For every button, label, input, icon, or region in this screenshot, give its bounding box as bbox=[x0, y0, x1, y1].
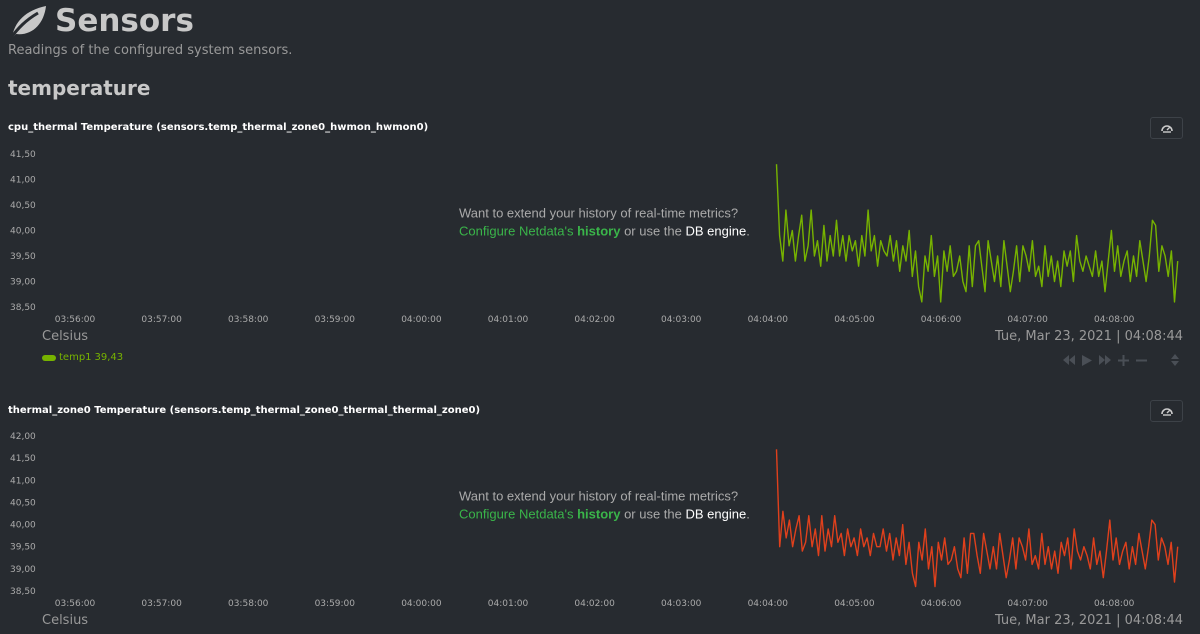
x-tick-label: 04:04:00 bbox=[748, 599, 789, 609]
page-title: Sensors bbox=[55, 3, 194, 39]
y-tick-label: 40,50 bbox=[10, 498, 36, 508]
chart-units: Celsius bbox=[42, 613, 89, 628]
rewind-icon bbox=[1063, 355, 1075, 365]
x-tick-label: 04:06:00 bbox=[921, 315, 962, 325]
x-tick-label: 04:03:00 bbox=[661, 315, 702, 325]
chart-plot[interactable]: 41,50 41,00 40,50 40,00 39,50 39,00 38,50 03:56… bbox=[0, 137, 1200, 352]
history-message-line2[interactable]: Configure Netdata's history or use the D… bbox=[459, 224, 750, 239]
minus-icon bbox=[1135, 359, 1147, 361]
chart-toolbar bbox=[1062, 353, 1182, 367]
zoom-out-button[interactable] bbox=[1134, 353, 1148, 367]
y-tick-label: 41,50 bbox=[10, 150, 36, 160]
chart-thermal-zone0: thermal_zone0 Temperature (sensors.temp_… bbox=[0, 395, 1200, 634]
y-tick-label: 39,00 bbox=[10, 565, 36, 575]
x-tick-label: 04:08:00 bbox=[1094, 599, 1135, 609]
play-icon bbox=[1082, 354, 1092, 366]
page-subtitle: Readings of the configured system sensor… bbox=[8, 43, 293, 58]
x-tick-label: 04:05:00 bbox=[834, 315, 875, 325]
chart-plot[interactable]: 42,00 41,50 41,00 40,50 40,00 39,50 39,00 38,50… bbox=[0, 420, 1200, 634]
x-tick-label: 04:07:00 bbox=[1007, 599, 1048, 609]
x-tick-label: 03:56:00 bbox=[55, 315, 96, 325]
x-tick-label: 03:57:00 bbox=[141, 315, 182, 325]
y-tick-label: 40,00 bbox=[10, 521, 36, 531]
chart-timestamp: Tue, Mar 23, 2021 | 04:08:44 bbox=[994, 329, 1183, 344]
x-tick-label: 03:59:00 bbox=[315, 599, 356, 609]
chart-title: cpu_thermal Temperature (sensors.temp_th… bbox=[8, 122, 429, 133]
resize-handle[interactable] bbox=[1168, 353, 1182, 367]
x-tick-label: 04:04:00 bbox=[748, 315, 789, 325]
series-line-temp1 bbox=[775, 449, 1179, 588]
chart-timestamp: Tue, Mar 23, 2021 | 04:08:44 bbox=[994, 613, 1183, 628]
legend-item-temp1[interactable]: temp1 39,43 bbox=[42, 352, 123, 363]
y-tick-label: 41,00 bbox=[10, 176, 36, 186]
pan-right-button[interactable] bbox=[1098, 353, 1112, 367]
series-line-temp1 bbox=[775, 164, 1179, 303]
x-tick-label: 04:02:00 bbox=[574, 315, 615, 325]
x-tick-label: 04:00:00 bbox=[401, 599, 442, 609]
gauge-icon bbox=[1160, 408, 1173, 416]
zoom-in-button[interactable] bbox=[1116, 353, 1130, 367]
x-tick-label: 04:06:00 bbox=[921, 599, 962, 609]
y-tick-label: 40,50 bbox=[10, 201, 36, 211]
x-tick-label: 03:58:00 bbox=[228, 599, 269, 609]
y-tick-label: 39,50 bbox=[10, 543, 36, 553]
y-tick-label: 39,50 bbox=[10, 252, 36, 262]
legend-name: temp1 bbox=[59, 352, 92, 363]
x-tick-label: 04:03:00 bbox=[661, 599, 702, 609]
gauge-icon bbox=[1160, 125, 1173, 133]
y-tick-label: 41,50 bbox=[10, 454, 36, 464]
legend-swatch bbox=[42, 354, 56, 361]
y-tick-label: 40,00 bbox=[10, 227, 36, 237]
chart-settings-button[interactable] bbox=[1150, 117, 1183, 139]
y-tick-label: 38,50 bbox=[10, 587, 36, 597]
y-tick-label: 38,50 bbox=[10, 303, 36, 313]
history-message-line1: Want to extend your history of real-time… bbox=[459, 489, 738, 504]
leaf-icon bbox=[8, 6, 46, 40]
x-tick-label: 04:01:00 bbox=[488, 599, 529, 609]
x-tick-label: 03:56:00 bbox=[55, 599, 96, 609]
pan-left-button[interactable] bbox=[1062, 353, 1076, 367]
history-message: Want to extend your history of real-time… bbox=[459, 489, 750, 522]
history-message-line2[interactable]: Configure Netdata's history or use the D… bbox=[459, 507, 750, 522]
x-tick-label: 04:05:00 bbox=[834, 599, 875, 609]
fast-forward-icon bbox=[1099, 355, 1111, 365]
chart-units: Celsius bbox=[42, 329, 89, 344]
x-tick-label: 04:00:00 bbox=[401, 315, 442, 325]
history-message-line1: Want to extend your history of real-time… bbox=[459, 206, 738, 221]
chart-cpu-thermal: cpu_thermal Temperature (sensors.temp_th… bbox=[0, 112, 1200, 382]
x-tick-label: 04:01:00 bbox=[488, 315, 529, 325]
plus-icon bbox=[1117, 354, 1129, 366]
y-tick-label: 42,00 bbox=[10, 432, 36, 442]
legend-value: 39,43 bbox=[94, 352, 124, 363]
y-tick-label: 39,00 bbox=[10, 278, 36, 288]
x-tick-label: 03:59:00 bbox=[315, 315, 356, 325]
history-message: Want to extend your history of real-time… bbox=[459, 206, 750, 239]
play-button[interactable] bbox=[1080, 353, 1094, 367]
x-tick-label: 03:57:00 bbox=[141, 599, 182, 609]
x-tick-label: 04:07:00 bbox=[1007, 315, 1048, 325]
chart-title: thermal_zone0 Temperature (sensors.temp_… bbox=[8, 405, 481, 416]
x-tick-label: 03:58:00 bbox=[228, 315, 269, 325]
x-tick-label: 04:02:00 bbox=[574, 599, 615, 609]
x-tick-label: 04:08:00 bbox=[1094, 315, 1135, 325]
chart-settings-button[interactable] bbox=[1150, 400, 1183, 422]
y-tick-label: 41,00 bbox=[10, 476, 36, 486]
resize-icon bbox=[1171, 354, 1179, 366]
section-title: temperature bbox=[8, 76, 151, 100]
